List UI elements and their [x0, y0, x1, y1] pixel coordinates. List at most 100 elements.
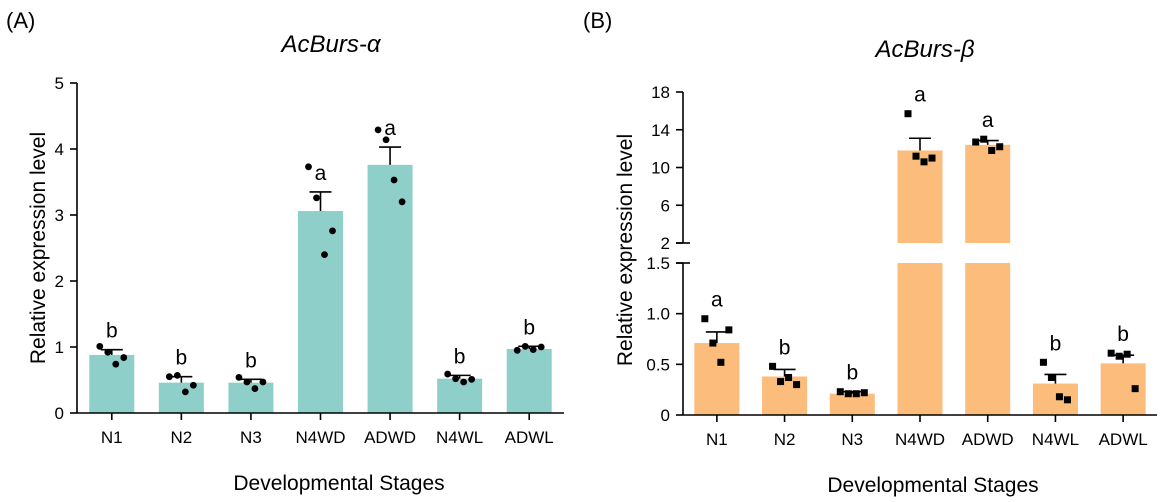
- panel-b-data-point: [769, 362, 777, 370]
- panel-b-plot: a N1 b N2 b N3 a N4WD a ADWD b N4WL b ADWL 0 0.5 1.0 1.52…: [646, 83, 1157, 449]
- panel-a-bar: [89, 354, 135, 413]
- panel-a-y-tick-label: 3: [55, 206, 64, 225]
- panel-a-significance-label: b: [245, 349, 257, 372]
- panel-a-x-tick-label: N4WD: [295, 428, 345, 447]
- panel-b-data-point: [980, 135, 988, 143]
- panel-b-data-point: [785, 374, 793, 382]
- panel-a-significance-label: b: [523, 316, 535, 339]
- panel-b-data-point: [1115, 352, 1123, 360]
- panel-a-data-point: [104, 348, 112, 356]
- panel-b-significance-label: a: [914, 84, 926, 107]
- panel-b-data-point: [836, 388, 844, 396]
- panel-a-bar: [367, 164, 413, 413]
- panel-a-data-point: [390, 176, 398, 184]
- panel-a-data-point: [243, 378, 251, 386]
- panel-a-y-tick-label: 5: [55, 74, 64, 93]
- panel-a-data-point: [468, 375, 476, 383]
- panel-b-data-point: [972, 138, 980, 146]
- panel-b-data-point: [1063, 396, 1071, 404]
- panel-b-title: AcBurs-β: [873, 36, 974, 63]
- panel-a-data-point: [444, 370, 452, 378]
- panel-b-bar-lower: [965, 263, 1011, 415]
- panel-b-significance-label: a: [982, 109, 994, 132]
- panel-b-data-point: [844, 390, 852, 398]
- panel-a-x-tick-label: N4WL: [436, 428, 483, 447]
- panel-b-data-point: [725, 326, 733, 334]
- panel-b-y-tick-label: 0: [661, 406, 670, 425]
- panel-b-data-point: [1039, 358, 1047, 366]
- panel-a-bar: [298, 211, 343, 413]
- panel-b-bar: [1100, 363, 1146, 415]
- panel-b-data-point: [928, 154, 936, 162]
- panel-b-label: (B): [583, 8, 612, 33]
- panel-b-bar-upper: [965, 144, 1011, 243]
- panel-a-x-tick-label: ADWD: [364, 428, 416, 447]
- panel-a-significance-label: b: [176, 347, 188, 370]
- panel-a-bar: [228, 382, 274, 413]
- panel-a-data-point: [189, 381, 197, 389]
- panel-b-y-tick-label: 14: [651, 121, 670, 140]
- panel-a-significance-label: b: [454, 345, 466, 368]
- panel-b-x-tick-label: N3: [841, 430, 863, 449]
- panel-b-data-point: [996, 143, 1004, 151]
- panel-a-data-point: [235, 373, 243, 381]
- panel-b-data-point: [920, 158, 928, 166]
- panel-b-significance-label: b: [779, 336, 791, 359]
- panel-b-x-tick-label: N4WL: [1032, 430, 1079, 449]
- panel-b-significance-label: b: [1117, 323, 1129, 346]
- panel-b-data-point: [904, 110, 912, 118]
- panel-a-plot: b N1 b N2 b N3 a N4WD a ADWD b N4WL b ADWL 0 1 2 3 4 5: [55, 74, 564, 447]
- panel-a-data-point: [251, 385, 259, 392]
- panel-b-x-tick-label: N4WD: [895, 430, 945, 449]
- panel-b-x-tick-label: ADWD: [962, 430, 1014, 449]
- panel-a-significance-label: a: [384, 117, 396, 140]
- panel-a-data-point: [329, 227, 336, 235]
- panel-a-title: AcBurs-α: [279, 31, 381, 58]
- panel-b-data-point: [1055, 393, 1063, 401]
- panel-a-bar: [506, 348, 552, 413]
- panel-a-data-point: [313, 194, 320, 202]
- panel-a-x-axis-label: Developmental Stages: [233, 472, 444, 495]
- panel-a-data-point: [537, 343, 545, 351]
- panel-b-significance-label: b: [846, 362, 858, 385]
- panel-a-x-tick-label: N2: [170, 428, 192, 447]
- panel-a-data-point: [112, 360, 120, 368]
- panel-b-data-point: [860, 389, 868, 397]
- panel-b-bar: [829, 393, 875, 415]
- panel-a-y-tick-label: 1: [55, 338, 64, 357]
- panel-b-y-tick-label: 0.5: [646, 355, 670, 374]
- panel-a-data-point: [165, 373, 173, 381]
- panel-b-y-tick-label: 6: [661, 196, 670, 215]
- panel-a-data-point: [529, 346, 537, 354]
- panel-b-significance-label: b: [1050, 332, 1062, 355]
- panel-a-y-tick-label: 2: [55, 272, 64, 291]
- panel-b-x-axis-label: Developmental Stages: [827, 474, 1038, 497]
- panel-b-x-tick-label: N2: [774, 430, 796, 449]
- panel-b-data-point: [852, 390, 860, 398]
- panel-b-y-axis-label: Relative expression level: [614, 134, 637, 366]
- panel-b-data-point: [1107, 349, 1115, 357]
- panel-b-data-point: [777, 378, 785, 386]
- panel-a-label: (A): [6, 8, 35, 33]
- panel-b-y-tick-label: 18: [651, 83, 670, 102]
- panel-b-x-tick-label: ADWL: [1099, 430, 1148, 449]
- panel-a-x-tick-label: N1: [101, 428, 123, 447]
- panel-a-data-point: [305, 163, 312, 171]
- panel-a-significance-label: a: [315, 162, 327, 185]
- panel-a-y-tick-label: 0: [55, 404, 64, 423]
- panel-a-data-point: [259, 378, 267, 386]
- panel-b-bar-lower: [897, 263, 943, 415]
- panel-a-x-tick-label: ADWL: [505, 428, 554, 447]
- panel-b-data-point: [1047, 374, 1055, 382]
- panel-b-data-point: [988, 147, 996, 155]
- panel-b-data-point: [1123, 350, 1131, 358]
- panel-b-bar: [762, 376, 808, 415]
- panel-b-y-tick-label: 10: [651, 159, 670, 178]
- panel-b-data-point: [793, 381, 801, 389]
- panel-a-data-point: [321, 251, 328, 258]
- panel-a-data-point: [120, 354, 128, 361]
- panel-b-data-point: [912, 152, 920, 160]
- panel-a-data-point: [96, 342, 104, 350]
- panel-a-data-point: [452, 375, 460, 383]
